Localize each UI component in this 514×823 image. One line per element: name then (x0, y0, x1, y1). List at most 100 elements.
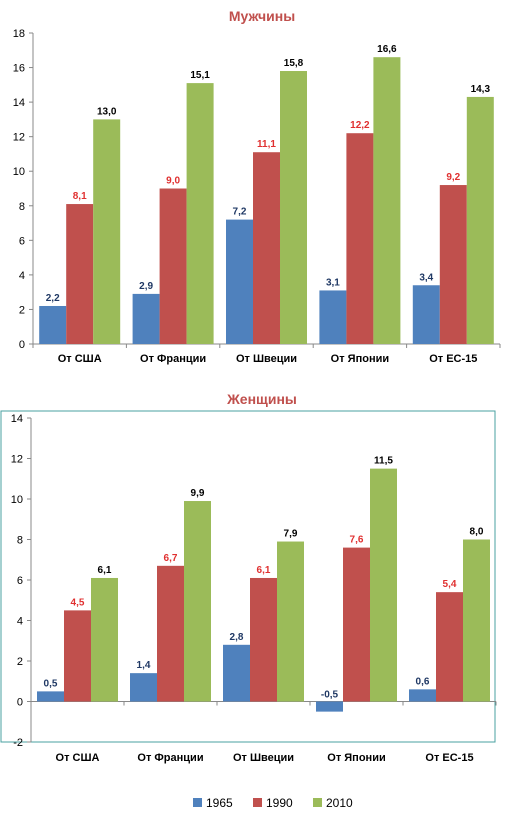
legend-swatch-1990 (253, 798, 262, 807)
chart-title-women: Женщины (226, 391, 297, 407)
y-tick-label: 2 (17, 656, 23, 668)
bar-2010 (280, 71, 307, 344)
chart-women: Женщины -2 0 2 4 6 8 10 12 14 От США 0,5 4,5 6,1 От Ф… (0, 391, 497, 764)
data-label: 16,6 (377, 44, 397, 55)
data-label: 14,3 (471, 84, 491, 95)
category-label: От Франции (137, 752, 203, 764)
category-label: От Швеции (236, 353, 297, 365)
data-label: 6,1 (98, 565, 112, 576)
bar-2010 (463, 539, 490, 702)
data-label: 4,5 (71, 597, 85, 608)
data-label: 2,2 (46, 293, 60, 304)
bar-1965 (412, 285, 440, 344)
bar-1965 (130, 673, 157, 702)
bar-1990 (66, 204, 94, 344)
legend-label-1990: 1990 (266, 796, 293, 810)
legend-swatch-2010 (313, 798, 322, 807)
bar-1990 (159, 188, 187, 344)
bar-1965 (132, 293, 160, 344)
data-label: 7,2 (233, 207, 247, 218)
data-label: 2,8 (230, 632, 244, 643)
bar-2010 (277, 541, 304, 702)
bar-2010 (373, 57, 401, 344)
bar-2010 (186, 83, 214, 344)
y-tick-label: 12 (13, 132, 25, 144)
category-label: От Японии (331, 353, 389, 365)
chart-title-men: Мужчины (229, 8, 295, 24)
category-label: От ЕС-15 (429, 353, 477, 365)
data-label: -0,5 (321, 690, 339, 701)
category-label: От Швеции (233, 752, 294, 764)
category-label: От ЕС-15 (425, 752, 473, 764)
bar-1990 (346, 133, 374, 344)
category-label: От Японии (327, 752, 385, 764)
data-label: 15,8 (284, 58, 304, 69)
bar-2010 (91, 577, 118, 702)
data-label: 1,4 (137, 660, 151, 671)
data-label: 12,2 (350, 120, 370, 131)
y-tick-label: 4 (17, 616, 23, 628)
bar-1990 (253, 152, 280, 344)
bar-1965 (319, 290, 347, 344)
legend: 1965 1990 2010 (193, 796, 353, 810)
bar-2010 (184, 501, 211, 702)
data-label: 11,5 (374, 456, 393, 467)
y-tick-label: 0 (17, 697, 23, 709)
data-label: 9,2 (446, 172, 460, 183)
bar-1965 (223, 644, 250, 702)
chart-border-women (0, 410, 496, 743)
bar-2010 (93, 119, 121, 344)
plot-area-men: 0 2 4 6 8 10 12 14 16 18 От США 2,2 8,1 13,0 От Франци… (13, 28, 501, 365)
y-tick-label: 6 (19, 235, 25, 247)
bar-1990 (343, 547, 370, 702)
category-label: От Франции (140, 353, 206, 365)
category-label: От США (56, 752, 100, 764)
bar-1990 (436, 592, 463, 702)
y-tick-label: 8 (17, 535, 23, 547)
data-label: 8,0 (470, 527, 484, 538)
bar-1965 (37, 691, 64, 702)
bar-1990 (64, 610, 91, 702)
data-label: 15,1 (190, 70, 210, 81)
data-label: 9,9 (191, 488, 205, 499)
bar-1965 (409, 689, 436, 702)
bar-1990 (250, 577, 277, 702)
legend-label-1965: 1965 (206, 796, 233, 810)
data-label: 3,4 (419, 272, 433, 283)
y-tick-label: 18 (13, 28, 25, 40)
data-label: 8,1 (73, 191, 87, 202)
data-label: 0,5 (44, 678, 58, 689)
bar-1965 (316, 701, 343, 712)
y-tick-label: 16 (13, 63, 25, 75)
data-label: 0,6 (416, 676, 430, 687)
bar-1965 (226, 219, 253, 344)
bar-1990 (439, 185, 467, 344)
data-label: 13,0 (97, 106, 117, 117)
y-tick-label: 10 (11, 494, 23, 506)
data-label: 2,9 (139, 281, 153, 292)
chart-men: Мужчины 0 2 4 6 8 10 12 14 16 18 От США 2,2 8,1 13,0 О… (13, 8, 501, 365)
category-label: От США (58, 353, 102, 365)
bar-2010 (370, 468, 397, 702)
legend-swatch-1965 (193, 798, 202, 807)
y-tick-label: 8 (19, 201, 25, 213)
data-label: 7,6 (350, 535, 364, 546)
y-tick-label: 14 (13, 97, 25, 109)
bar-1990 (157, 565, 184, 702)
y-tick-label: 4 (19, 270, 25, 282)
bar-1965 (39, 305, 67, 344)
y-tick-label: 6 (17, 575, 23, 587)
data-label: 6,7 (164, 553, 178, 564)
data-label: 11,1 (257, 139, 276, 150)
data-label: 6,1 (257, 565, 271, 576)
data-label: 9,0 (166, 176, 180, 187)
data-label: 7,9 (284, 529, 298, 540)
y-tick-label: 2 (19, 304, 25, 316)
y-tick-label: 14 (11, 413, 23, 425)
y-tick-label: -2 (13, 737, 23, 749)
legend-label-2010: 2010 (326, 796, 353, 810)
data-label: 3,1 (326, 277, 340, 288)
bar-2010 (466, 96, 494, 344)
plot-area-women: -2 0 2 4 6 8 10 12 14 От США 0,5 4,5 6,1 От Франции 1,… (11, 413, 497, 764)
